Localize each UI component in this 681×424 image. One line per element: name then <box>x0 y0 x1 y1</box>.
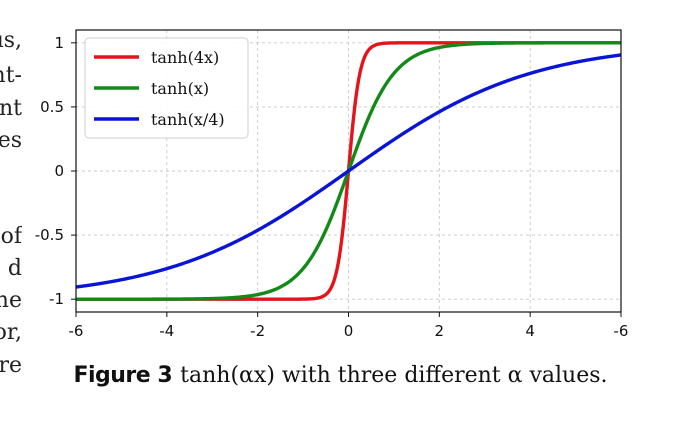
tanh-chart: -6 -4 -2 0 2 4 -610.50-0.5-1 tanh(4x)tanh(x)ta… <box>35 29 629 340</box>
y-tick-label: 0 <box>54 162 64 180</box>
page-text-line: nt- <box>0 63 22 88</box>
x-tick-label: 2 <box>435 322 445 340</box>
axis-ticks: -6 -4 -2 0 2 4 -6 1 0.5 0 -0.5 -1 <box>35 34 629 340</box>
x-tick-label: -2 <box>250 322 265 340</box>
x-tick-label: 0 <box>344 322 354 340</box>
page-text-line: nt <box>0 96 22 121</box>
page-text-line: of <box>0 224 22 249</box>
x-tick-label: -6 <box>69 322 84 340</box>
legend-label: tanh(x/4) <box>151 110 225 129</box>
page-text-line: ne <box>0 288 22 313</box>
y-tick-label: 0.5 <box>40 98 64 116</box>
legend-label: tanh(x) <box>151 79 209 98</box>
y-tick-label: 1 <box>54 34 64 52</box>
figure-caption: Figure 3 tanh(αx) with three different α … <box>0 362 681 388</box>
page-text-line: d <box>7 256 22 281</box>
legend-box <box>84 37 249 139</box>
page-text-fragments: ıs, nt-nt es of d ne or, re <box>0 0 22 424</box>
x-tick-label: -6 <box>614 322 629 340</box>
legend: tanh(4x) tanh(x) tanh(x/4) <box>84 37 249 139</box>
x-tick-label: 4 <box>525 322 535 340</box>
page-text-line: ıs, <box>0 28 22 53</box>
caption-text: tanh(αx) with three different α values. <box>180 363 608 388</box>
y-tick-label: -1 <box>49 290 64 308</box>
page-text-line: or, <box>0 320 22 345</box>
x-tick-label: -4 <box>159 322 174 340</box>
series-lines <box>75 41 622 301</box>
caption-label: Figure 3 <box>73 363 173 388</box>
page-text-line: es <box>0 128 22 153</box>
legend-label: tanh(4x) <box>151 48 219 67</box>
page-text-line: re <box>0 353 22 378</box>
y-tick-label: -0.5 <box>35 226 64 244</box>
series-line <box>75 53 622 289</box>
